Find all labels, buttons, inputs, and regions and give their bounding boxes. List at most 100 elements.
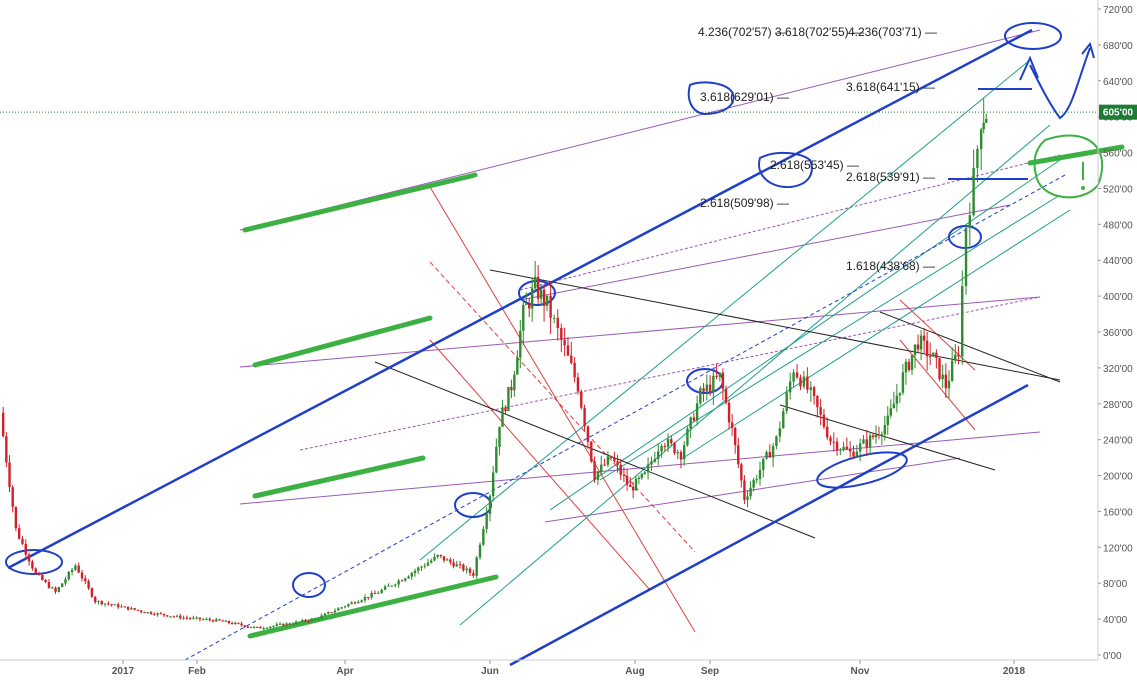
candle-body	[420, 566, 423, 568]
candle-body	[536, 276, 540, 299]
candle-body	[202, 619, 205, 621]
candle-body	[982, 122, 985, 130]
candle-body	[964, 227, 968, 287]
candle-body	[637, 477, 641, 479]
candle-body	[862, 439, 865, 444]
candle-body	[272, 625, 275, 627]
candle-body	[961, 286, 964, 357]
candle-body	[465, 568, 468, 571]
blue-circle-annotation	[292, 572, 326, 598]
candle-body	[590, 441, 593, 462]
black-line	[879, 311, 1061, 383]
candle-body	[130, 608, 133, 610]
candle-body	[21, 538, 24, 544]
candle-body	[488, 495, 492, 514]
candle-body	[442, 556, 446, 561]
candle-body	[394, 584, 397, 586]
candle-body	[913, 344, 917, 356]
candle-body	[613, 457, 616, 462]
fib-line	[299, 296, 1041, 451]
candle-body	[282, 623, 285, 626]
x-tick-label: Nov	[851, 666, 870, 677]
last-price-badge-bg	[1099, 104, 1137, 120]
candle-body	[208, 619, 211, 621]
candle-body	[848, 449, 852, 452]
y-tick-label: 440'00	[1103, 256, 1133, 267]
candle-body	[221, 620, 224, 622]
candle-body	[162, 613, 166, 616]
candle-body	[775, 436, 778, 447]
candle-body	[227, 620, 231, 623]
candle-body	[650, 461, 653, 465]
candle-body	[243, 625, 246, 627]
candle-body	[404, 578, 407, 581]
candle-body	[737, 445, 740, 465]
candle-body	[143, 611, 146, 613]
candle-body	[580, 391, 583, 408]
candle-body	[727, 402, 731, 423]
candle-body	[94, 596, 97, 603]
candle-body	[156, 613, 159, 615]
candle-body	[889, 408, 892, 416]
candle-body	[327, 612, 330, 614]
candle-body	[41, 574, 44, 581]
candle-body	[510, 387, 513, 391]
candle-body	[430, 560, 433, 563]
candle-body	[928, 356, 932, 358]
candle-body	[218, 619, 221, 621]
candle-body	[721, 372, 725, 390]
candle-body	[883, 425, 887, 435]
last-price-label: 605'00	[1103, 108, 1134, 119]
candle-body	[224, 620, 228, 622]
candle-body	[643, 472, 646, 474]
candle-body	[51, 587, 54, 589]
candle-body	[832, 441, 835, 443]
candle-body	[70, 569, 74, 573]
green-annotation-line	[242, 172, 478, 233]
candle-body	[44, 580, 47, 583]
candle-body	[563, 339, 566, 346]
candle-body	[468, 568, 472, 573]
fib-line	[544, 457, 961, 523]
y-tick-label: 680'00	[1103, 41, 1133, 52]
fib-level-label: 3.618(702'55) —	[775, 25, 864, 39]
candle-body	[330, 612, 333, 614]
candle-body	[689, 417, 692, 429]
forecast-arrow-left	[1019, 55, 1039, 81]
candle-body	[513, 374, 516, 391]
green-annotation-line	[252, 455, 426, 499]
candle-body	[64, 579, 67, 584]
candle-body	[660, 446, 663, 452]
candle-body	[360, 600, 363, 602]
candle-body	[80, 572, 84, 579]
candle-body	[462, 564, 465, 571]
fib-level-label: 3.618(641'15) —	[846, 80, 935, 94]
candle-body	[734, 427, 737, 446]
teal-line	[549, 159, 1061, 511]
candle-body	[159, 613, 162, 615]
candle-body	[188, 618, 192, 620]
candle-body	[34, 568, 37, 574]
candle-body	[97, 601, 100, 603]
y-tick-label: 80'00	[1103, 579, 1128, 590]
candle-body	[149, 612, 153, 614]
candle-body	[673, 443, 676, 454]
drawings-layer	[5, 22, 1125, 667]
candle-body	[123, 606, 126, 608]
y-tick-label: 320'00	[1103, 364, 1133, 375]
candle-body	[294, 621, 298, 624]
candle-body	[829, 437, 832, 442]
candle-body	[482, 528, 485, 545]
candle-body	[230, 622, 234, 625]
candle-body	[433, 556, 436, 561]
candle-body	[126, 606, 130, 610]
candle-body	[347, 604, 350, 607]
y-tick-label: 520'00	[1103, 184, 1133, 195]
candle-body	[259, 627, 262, 629]
candle-body	[705, 384, 709, 392]
candle-body	[762, 458, 765, 470]
candle-body	[708, 384, 712, 393]
blue-circle-annotation	[816, 451, 908, 489]
candle-body	[586, 426, 590, 442]
candle-body	[84, 578, 87, 582]
